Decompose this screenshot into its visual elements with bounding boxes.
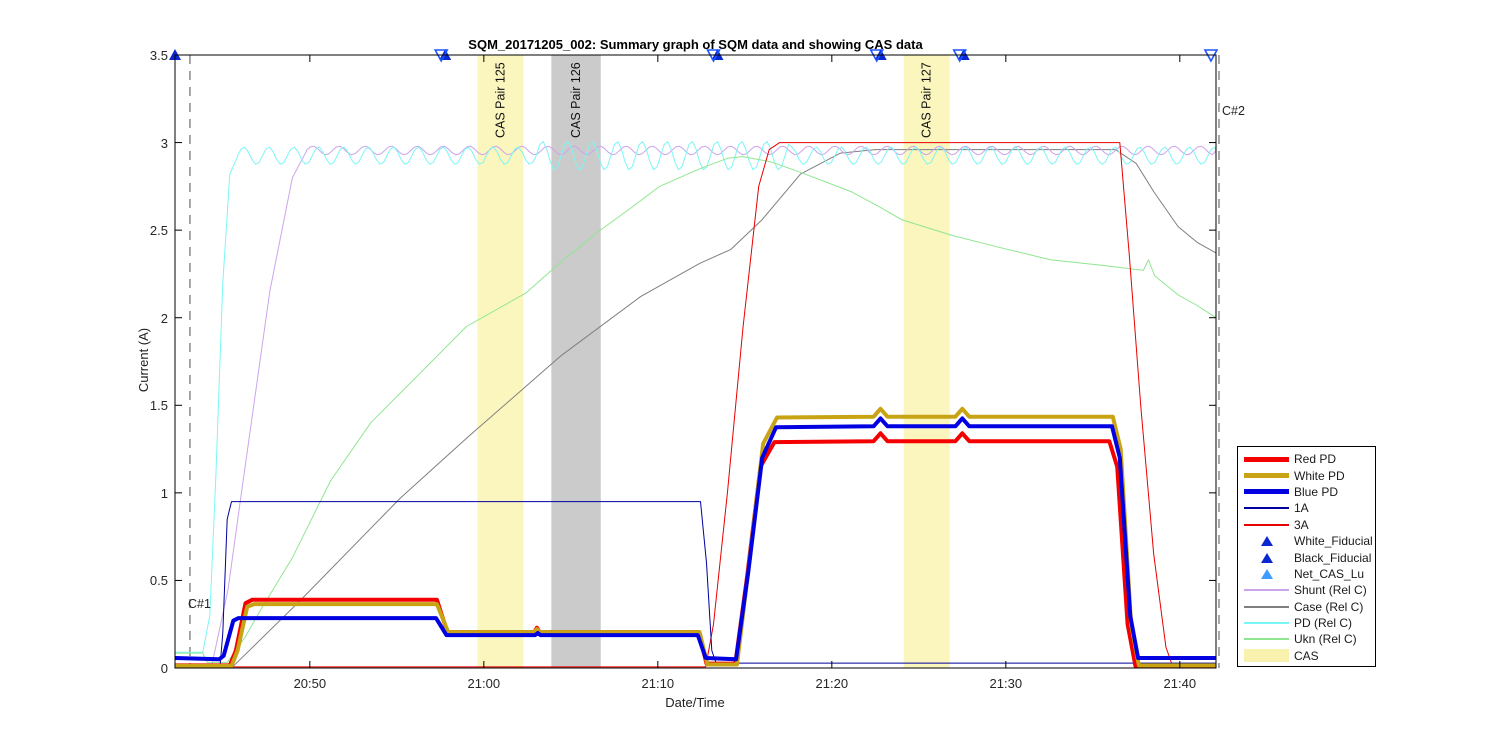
- legend-item: Ukn (Rel C): [1238, 631, 1375, 647]
- legend-item-label: Blue PD: [1294, 484, 1339, 499]
- legend-item: PD (Rel C): [1238, 615, 1375, 631]
- legend-item: Case (Rel C): [1238, 599, 1375, 615]
- legend-swatch-shape: [1244, 589, 1289, 592]
- series-line: [175, 501, 1216, 665]
- series-line: [175, 156, 1217, 663]
- legend-item-label: White PD: [1294, 468, 1345, 483]
- chart-title: SQM_20171205_002: Summary graph of SQM d…: [468, 37, 923, 52]
- legend-swatch-thick-icon: [1244, 489, 1289, 495]
- y-tick-label: 2: [160, 310, 168, 326]
- x-tick-label: 21:00: [467, 676, 501, 691]
- legend-swatch-shape: [1244, 507, 1289, 510]
- y-tick-label: 3: [160, 135, 168, 151]
- legend-item-label: 1A: [1294, 501, 1309, 516]
- legend-item: Net_CAS_Lu: [1238, 566, 1375, 582]
- legend-item: Black_Fiducial: [1238, 549, 1375, 565]
- legend-item-label: Red PD: [1294, 452, 1337, 467]
- y-tick-label: 1: [160, 485, 168, 501]
- x-axis-label: Date/Time: [665, 695, 725, 710]
- annotation-c2-label: C#2: [1222, 104, 1245, 118]
- legend-item: White PD: [1238, 467, 1375, 483]
- legend-item-label: PD (Rel C): [1294, 616, 1353, 631]
- legend-swatch-thin-icon: [1244, 638, 1289, 641]
- legend-swatch-thick-icon: [1244, 473, 1289, 479]
- legend-swatch-shape: [1260, 536, 1273, 547]
- legend-swatch-shape: [1244, 456, 1289, 462]
- legend-item-label: White_Fiducial: [1294, 534, 1373, 549]
- legend-swatch-thin-icon: [1244, 622, 1289, 625]
- legend-swatch-patch-icon: [1244, 649, 1289, 663]
- legend: Red PD White PD Blue PD 1A 3A White_Fiducial B…: [1237, 446, 1376, 667]
- legend-swatch-shape: [1260, 568, 1273, 579]
- x-tick-label: 21:10: [641, 676, 675, 691]
- x-tick-label: 20:50: [293, 676, 327, 691]
- cas-band-label: CAS Pair 126: [569, 62, 583, 138]
- legend-swatch-thin-icon: [1244, 507, 1289, 510]
- legend-swatch-triangle-icon: [1244, 568, 1289, 579]
- legend-swatch-thick-icon: [1244, 456, 1289, 462]
- cas-band-label: CAS Pair 127: [920, 62, 934, 138]
- legend-swatch-triangle-icon: [1244, 552, 1289, 563]
- series-line: [175, 142, 1216, 668]
- legend-item: Red PD: [1238, 451, 1375, 467]
- y-tick-label: 1.5: [149, 398, 168, 414]
- legend-swatch-shape: [1244, 649, 1289, 663]
- legend-swatch-shape: [1244, 523, 1289, 526]
- series-line: [175, 149, 1217, 667]
- legend-item-label: 3A: [1294, 517, 1309, 532]
- annotation-c1-label: C#1: [188, 597, 211, 611]
- y-tick-label: 0.5: [149, 573, 168, 589]
- legend-item-label: Black_Fiducial: [1294, 550, 1372, 565]
- x-tick-label: 21:40: [1163, 676, 1197, 691]
- legend-item-label: Net_CAS_Lu: [1294, 566, 1365, 581]
- series-line: [175, 406, 1216, 668]
- legend-swatch-thin-icon: [1244, 589, 1289, 592]
- legend-swatch-thin-icon: [1244, 605, 1289, 608]
- legend-item: Shunt (Rel C): [1238, 582, 1375, 598]
- series-line: [174, 416, 1216, 662]
- legend-item: CAS: [1238, 648, 1375, 664]
- x-tick-label: 21:30: [989, 676, 1023, 691]
- legend-swatch-shape: [1244, 473, 1289, 479]
- legend-item: 1A: [1238, 500, 1375, 516]
- legend-swatch-shape: [1244, 605, 1289, 608]
- axes-box: [174, 54, 1217, 669]
- legend-item-label: Ukn (Rel C): [1294, 632, 1357, 647]
- legend-swatch-shape: [1260, 552, 1273, 563]
- cas-band-label: CAS Pair 125: [493, 62, 507, 138]
- cas-band: [477, 55, 524, 668]
- y-tick-label: 0: [160, 661, 168, 676]
- y-tick-label: 2.5: [149, 223, 168, 239]
- y-tick-label: 3.5: [149, 48, 168, 63]
- x-tick-label: 21:20: [815, 676, 849, 691]
- legend-swatch-shape: [1244, 638, 1289, 641]
- legend-item: White_Fiducial: [1238, 533, 1375, 549]
- legend-swatch-shape: [1244, 622, 1289, 625]
- legend-item-label: Shunt (Rel C): [1294, 583, 1367, 598]
- legend-swatch-shape: [1244, 489, 1289, 495]
- series-line: [175, 145, 1217, 668]
- series-line: [175, 141, 1217, 653]
- legend-item: Blue PD: [1238, 484, 1375, 500]
- legend-item: 3A: [1238, 517, 1375, 533]
- legend-swatch-triangle-icon: [1244, 536, 1289, 547]
- cas-band: [551, 55, 601, 668]
- legend-item-label: CAS: [1294, 648, 1319, 663]
- cas-band: [903, 55, 950, 668]
- legend-swatch-thin-icon: [1244, 523, 1289, 526]
- legend-item-label: Case (Rel C): [1294, 599, 1364, 614]
